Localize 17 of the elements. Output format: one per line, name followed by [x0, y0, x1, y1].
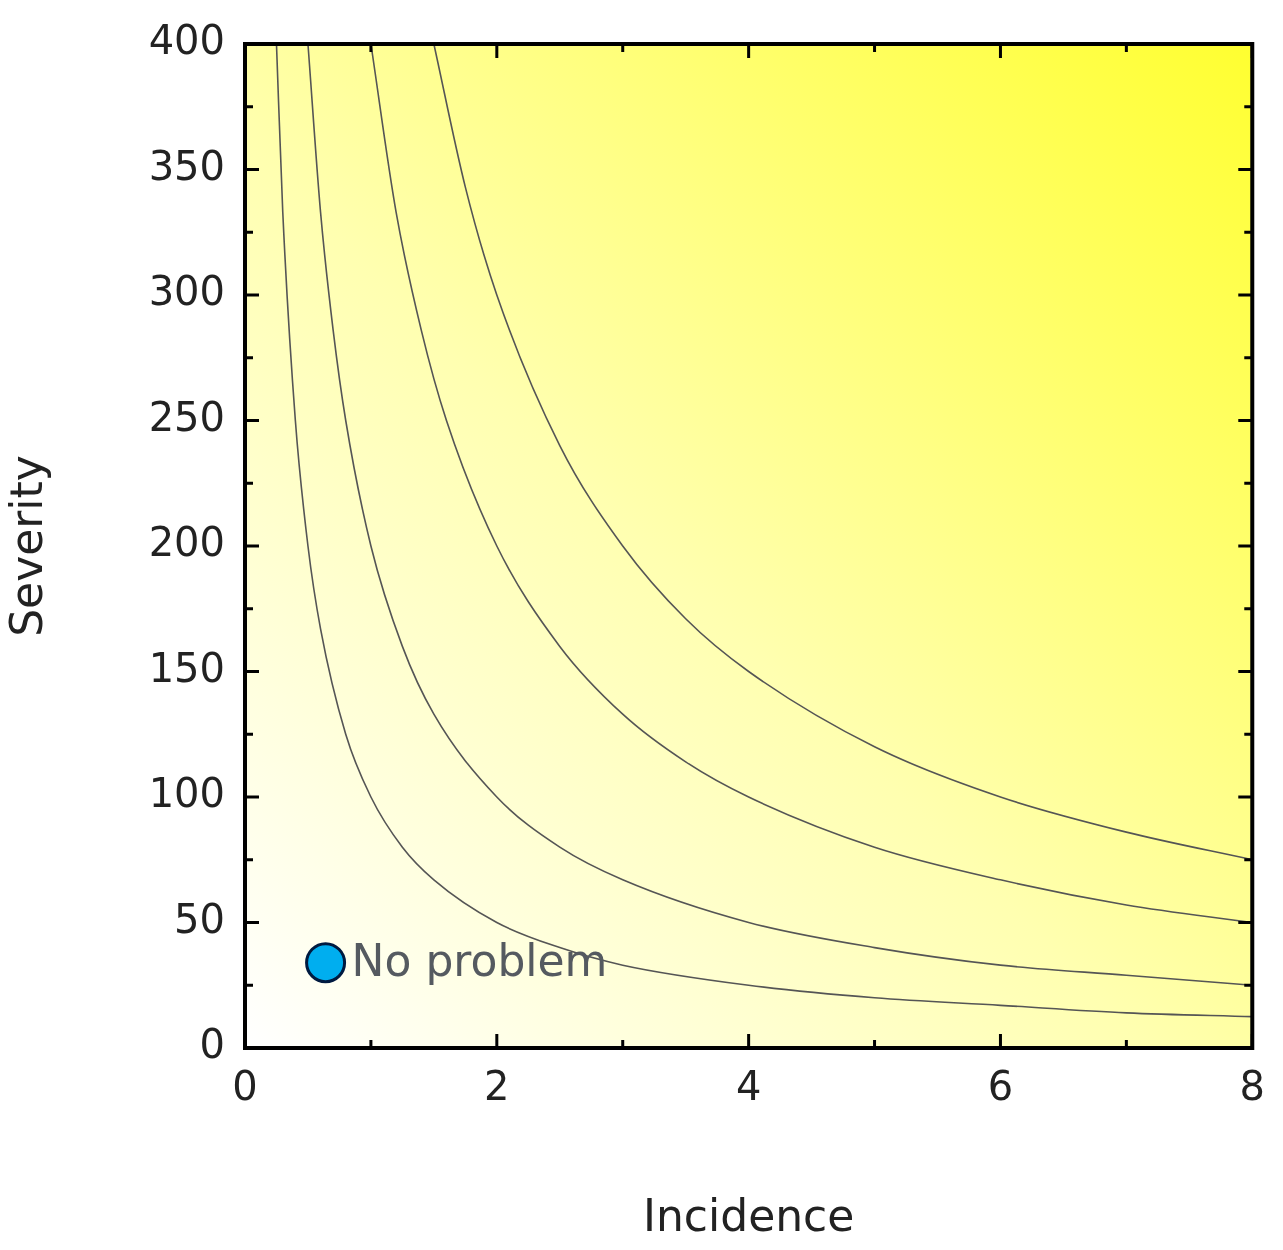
x-tick-label: 4 [735, 1063, 762, 1110]
x-tick-label: 0 [232, 1063, 258, 1110]
x-axis-title: Incidence [642, 1190, 855, 1242]
x-tick-label: 8 [1239, 1063, 1265, 1110]
y-tick-label: 350 [148, 142, 225, 189]
x-tick-label: 2 [484, 1063, 510, 1110]
y-tick-label: 400 [148, 17, 225, 64]
y-tick-label: 0 [199, 1021, 225, 1068]
y-tick-label: 100 [148, 770, 225, 817]
y-tick-label: 150 [148, 644, 225, 691]
y-tick-label: 300 [148, 268, 225, 315]
x-tick-label: 6 [987, 1063, 1014, 1110]
y-tick-label: 50 [174, 895, 225, 942]
y-tick-label: 250 [148, 393, 225, 440]
y-tick-label: 200 [148, 519, 225, 566]
series-label: No problem [351, 935, 608, 987]
y-axis-title: Severity [0, 455, 52, 637]
